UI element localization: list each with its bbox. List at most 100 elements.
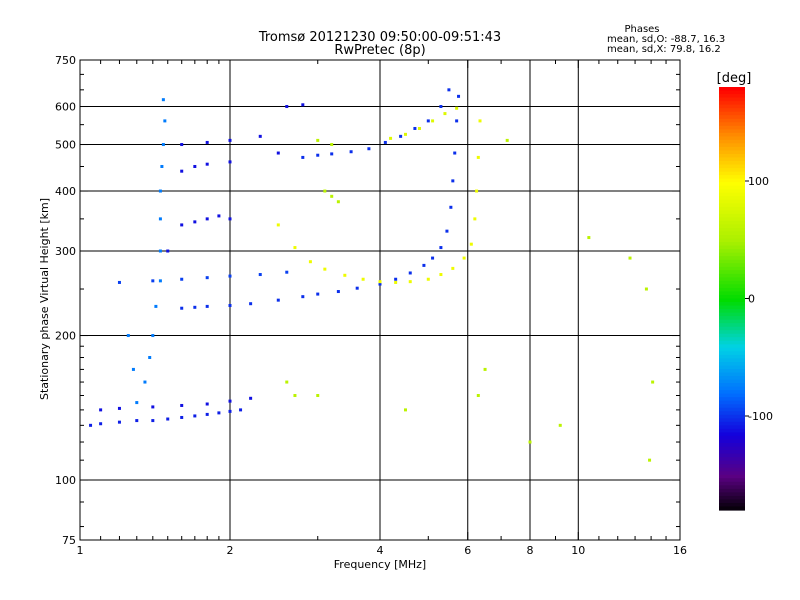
data-point [228, 138, 232, 142]
data-point [151, 279, 155, 283]
stats-o-line: mean, sd,O: -88.7, 16.3 [607, 34, 725, 45]
data-point [330, 194, 334, 198]
colorbar-segment [719, 125, 745, 130]
colorbar-segment [719, 323, 745, 328]
colorbar-tick-label: 100 [748, 175, 769, 188]
data-point [180, 415, 184, 419]
colorbar-segment [719, 365, 745, 370]
colorbar-segment [719, 393, 745, 398]
y-tick-label: 300 [55, 245, 76, 258]
data-point [217, 214, 221, 218]
data-point [285, 380, 289, 384]
colorbar-segment [719, 474, 745, 479]
colorbar-segment [719, 185, 745, 190]
colorbar-segment [719, 358, 745, 363]
colorbar-segment [719, 199, 745, 204]
data-point [469, 242, 473, 246]
colorbar-segment [719, 115, 745, 120]
colorbar-segment [719, 372, 745, 377]
data-point [439, 246, 443, 250]
data-point [628, 256, 632, 260]
colorbar-segment [719, 471, 745, 476]
data-point [451, 179, 455, 183]
data-point [276, 223, 280, 227]
colorbar-segment [719, 256, 745, 261]
data-point [217, 411, 221, 415]
data-point [135, 401, 139, 405]
data-point [205, 276, 209, 280]
y-tick-label: 400 [55, 185, 76, 198]
data-point [394, 280, 398, 284]
colorbar-segment [719, 435, 745, 441]
colorbar-segment [719, 294, 745, 300]
data-point [408, 271, 412, 275]
colorbar-segment [719, 284, 745, 289]
y-tick-label: 75 [62, 534, 76, 547]
colorbar-segment [719, 421, 745, 426]
data-point [349, 150, 353, 154]
data-point [285, 105, 289, 109]
colorbar-segment [719, 305, 745, 310]
colorbar-segment [719, 376, 745, 381]
colorbar-segment [719, 404, 745, 409]
plot-area: 1 2 4 6 8 10 16 75 100 200 300 400 500 600 750 [55, 54, 687, 557]
data-point [293, 394, 297, 398]
colorbar-segment [719, 414, 745, 419]
data-point [483, 367, 487, 371]
colorbar-segment [719, 499, 745, 504]
data-point [249, 302, 253, 306]
data-point [417, 126, 421, 130]
colorbar-tick-label: 0 [748, 293, 755, 306]
colorbar-segment [719, 203, 745, 208]
colorbar-segment [719, 217, 745, 222]
colorbar-segment [719, 111, 745, 116]
colorbar-segment [719, 457, 745, 462]
data-point [276, 298, 280, 302]
colorbar-segment [719, 146, 745, 152]
data-point [476, 155, 480, 159]
data-point [193, 414, 197, 418]
data-point [228, 409, 232, 413]
data-point [151, 419, 155, 423]
data-point [205, 412, 209, 416]
y-tick-label: 200 [55, 330, 76, 343]
colorbar-segment [719, 238, 745, 243]
colorbar-segment [719, 291, 745, 296]
colorbar-segment [719, 132, 745, 137]
data-point [316, 153, 320, 157]
colorbar-segment [719, 210, 745, 215]
colorbar-segment [719, 122, 745, 127]
colorbar-segment [719, 263, 745, 268]
x-tick-label: 10 [571, 544, 585, 557]
colorbar-segment [719, 87, 745, 92]
data-point [205, 402, 209, 406]
colorbar-segment [719, 379, 745, 384]
data-point [89, 423, 93, 427]
y-tick-label: 500 [55, 139, 76, 152]
data-point [180, 403, 184, 407]
data-point [160, 164, 164, 168]
data-point [308, 260, 312, 264]
data-point [158, 249, 162, 253]
colorbar-segment [719, 118, 745, 123]
colorbar-segment [719, 481, 745, 486]
data-point [151, 334, 155, 338]
colorbar-segment [719, 129, 745, 134]
data-point [426, 277, 430, 281]
colorbar-segment [719, 383, 745, 388]
data-point [431, 256, 435, 260]
data-point [316, 394, 320, 398]
data-point [389, 136, 393, 140]
colorbar-segment [719, 97, 745, 102]
data-point [361, 277, 365, 281]
colorbar-segment [719, 104, 745, 109]
data-point [205, 304, 209, 308]
colorbar-segment [719, 242, 745, 247]
data-point [455, 119, 459, 123]
data-point [228, 399, 232, 403]
x-tick-label: 6 [464, 544, 471, 557]
colorbar-segment [719, 298, 745, 303]
x-tick-label: 8 [527, 544, 534, 557]
data-point [117, 420, 121, 424]
colorbar-segment [719, 157, 745, 162]
